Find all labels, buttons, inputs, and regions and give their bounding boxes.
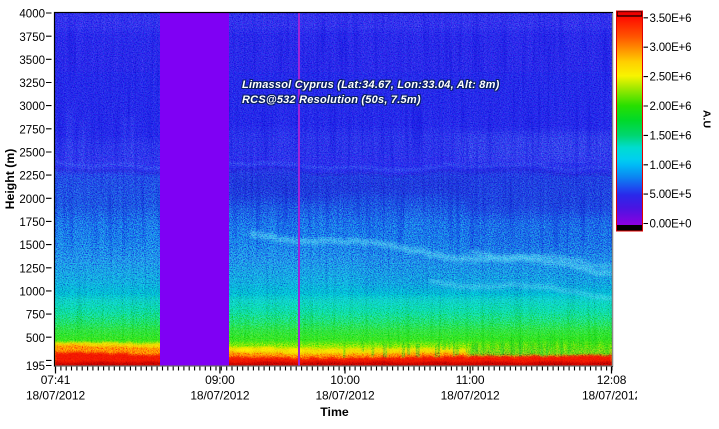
- svg-text:Time: Time: [320, 405, 349, 419]
- svg-text:18/07/2012: 18/07/2012: [582, 389, 641, 403]
- svg-text:3.50E+6: 3.50E+6: [650, 13, 692, 25]
- svg-text:09:00: 09:00: [205, 373, 235, 387]
- svg-text:18/07/2012: 18/07/2012: [26, 389, 85, 403]
- svg-text:500: 500: [26, 333, 45, 345]
- svg-text:5.00E+5: 5.00E+5: [650, 189, 692, 201]
- svg-text:1.00E+6: 1.00E+6: [650, 160, 692, 172]
- svg-text:3250: 3250: [19, 78, 45, 90]
- svg-text:18/07/2012: 18/07/2012: [315, 389, 374, 403]
- svg-text:12:08: 12:08: [597, 373, 627, 387]
- svg-text:2250: 2250: [19, 171, 45, 183]
- svg-text:Height (m): Height (m): [3, 149, 17, 210]
- svg-text:A.U: A.U: [701, 110, 713, 128]
- svg-text:4000: 4000: [19, 9, 45, 21]
- svg-text:0.00E+0: 0.00E+0: [650, 219, 692, 231]
- svg-text:2500: 2500: [19, 148, 45, 160]
- svg-text:18/07/2012: 18/07/2012: [441, 389, 500, 403]
- svg-text:750: 750: [26, 310, 45, 322]
- svg-text:2000: 2000: [19, 194, 45, 206]
- svg-text:10:00: 10:00: [330, 373, 360, 387]
- svg-text:1500: 1500: [19, 240, 45, 252]
- svg-text:1000: 1000: [19, 287, 45, 299]
- svg-text:3750: 3750: [19, 32, 45, 44]
- svg-text:1.50E+6: 1.50E+6: [650, 130, 692, 142]
- svg-text:11:00: 11:00: [456, 373, 485, 387]
- svg-text:1750: 1750: [19, 217, 45, 229]
- svg-text:18/07/2012: 18/07/2012: [190, 389, 249, 403]
- svg-text:2.50E+6: 2.50E+6: [650, 72, 692, 84]
- svg-text:2.00E+6: 2.00E+6: [650, 101, 692, 113]
- svg-text:2750: 2750: [19, 124, 45, 136]
- svg-text:195: 195: [26, 361, 45, 373]
- svg-text:3000: 3000: [19, 101, 45, 113]
- svg-text:07:41: 07:41: [41, 373, 71, 387]
- svg-text:3500: 3500: [19, 55, 45, 67]
- svg-text:3.00E+6: 3.00E+6: [650, 42, 692, 54]
- svg-text:1250: 1250: [19, 263, 45, 275]
